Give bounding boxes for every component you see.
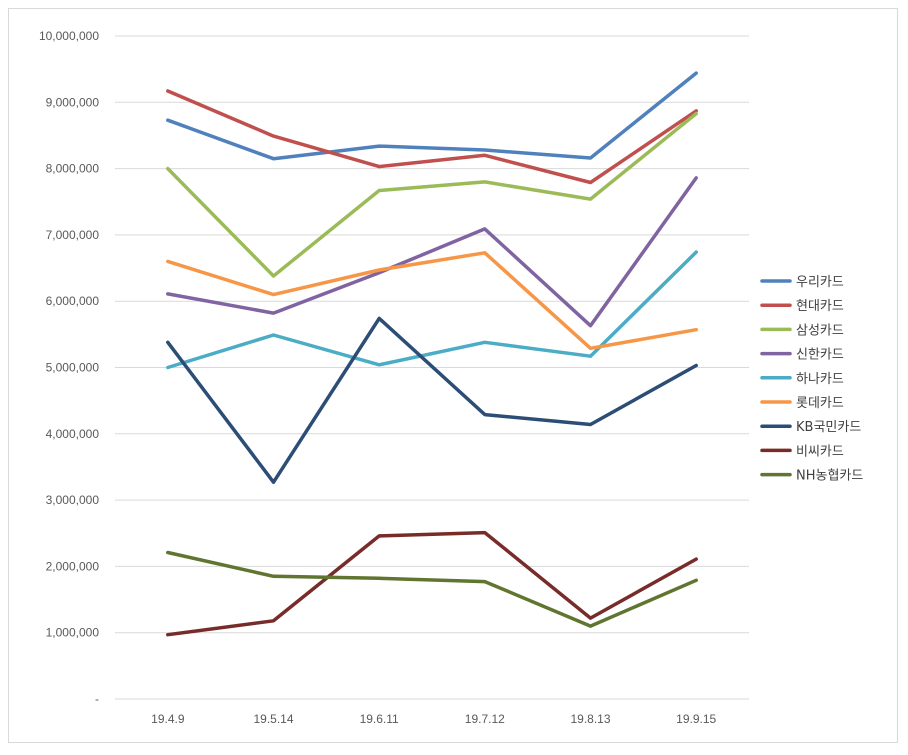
legend-label: 우리카드 [796,275,844,290]
x-tick-label: 19.4.9 [151,712,185,726]
y-tick-label: 2,000,000 [46,559,100,573]
y-axis-tick-labels: - 1,000,000 2,000,000 3,000,000 4,000,000 5,0… [39,29,99,706]
series-line-8 [166,530,698,637]
legend-label: 현대카드 [796,299,844,314]
y-tick-label: 6,000,000 [46,294,100,308]
x-tick-label: 19.5.14 [253,712,293,726]
gridlines [115,35,749,700]
series-line-1 [166,71,698,161]
legend-label: KB국민카드 [796,420,861,435]
x-tick-label: 19.9.15 [676,712,716,726]
chart-frame [8,8,898,743]
legend-label: 하나카드 [796,372,844,387]
y-tick-label: 5,000,000 [46,361,100,375]
x-axis-tick-labels: 19.4.9 19.5.14 19.6.11 19.7.12 19.8.13 19.9.1… [151,712,716,726]
legend-label: 신한카드 [796,348,844,363]
legend-label: 삼성카드 [796,323,844,338]
x-tick-label: 19.8.13 [570,712,610,726]
x-tick-label: 19.7.12 [465,712,505,726]
series-line-6 [166,251,698,351]
y-tick-label: 8,000,000 [46,162,100,176]
y-tick-label: - [95,692,99,706]
series-line-4 [166,176,698,328]
legend-label: NH농협카드 [796,469,863,484]
x-tick-label: 19.6.11 [360,712,399,726]
series-line-9 [166,550,698,628]
y-tick-label: 7,000,000 [46,228,100,242]
y-tick-label: 10,000,000 [39,29,99,43]
series-line-2 [166,89,698,185]
y-tick-label: 9,000,000 [46,95,100,109]
y-tick-label: 3,000,000 [46,493,100,507]
series-line-3 [166,111,698,278]
y-tick-label: 1,000,000 [46,626,100,640]
series-line-5 [166,250,698,370]
legend-label: 롯데카드 [796,396,844,411]
y-tick-label: 4,000,000 [46,427,100,441]
series-lines [166,71,698,637]
legend-label: 비씨카드 [796,444,844,459]
series-line-7 [166,316,698,484]
